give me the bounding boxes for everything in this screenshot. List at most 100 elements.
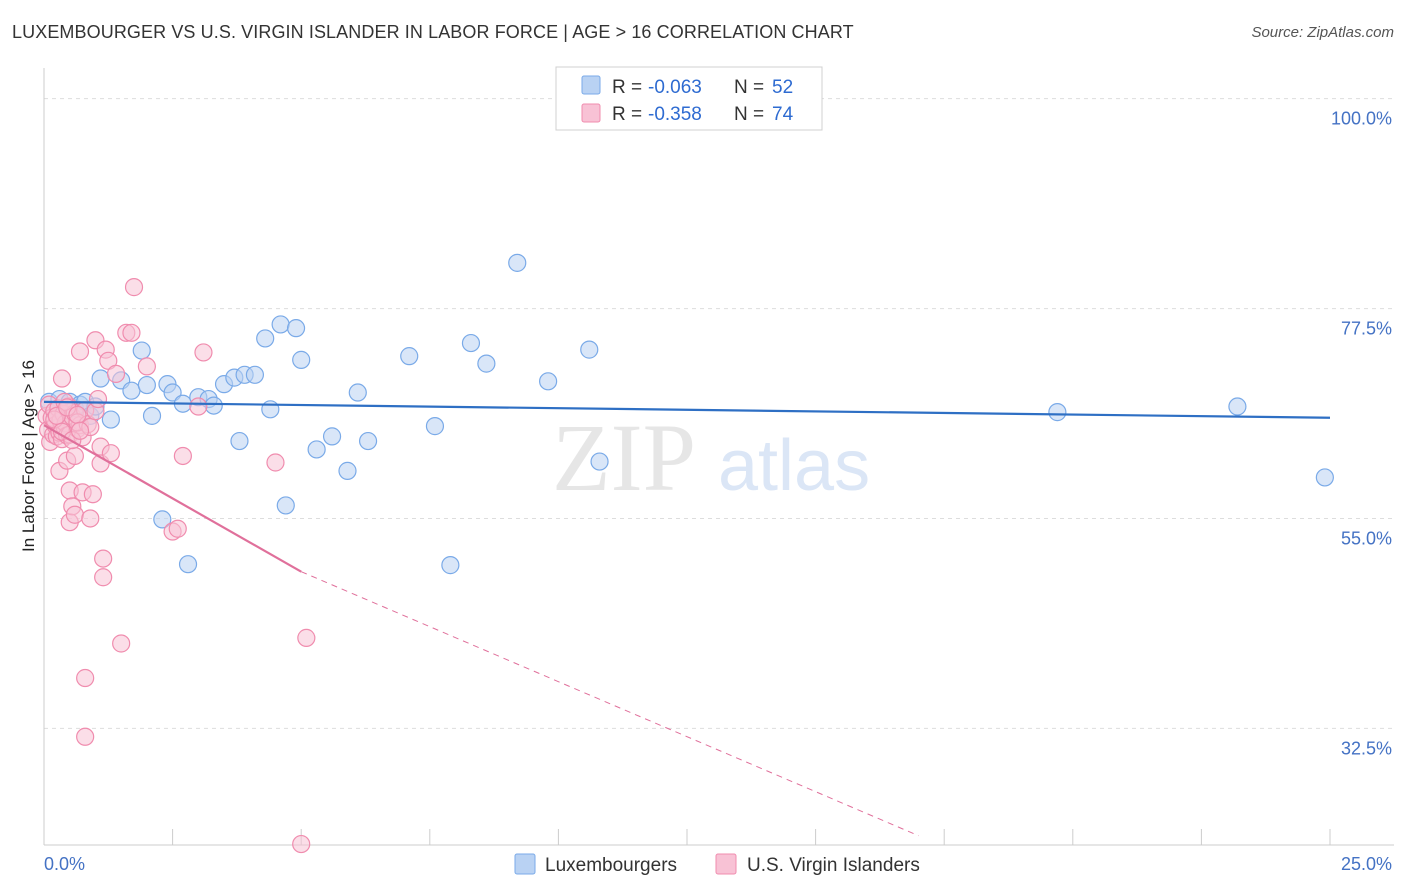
series-luxembourgers-points [40,253,1334,575]
lux-point-21 [178,555,198,574]
legend-r-label-2: R = [612,104,642,125]
lux-point-40 [358,431,378,451]
y-axis-title: In Labor Force | Age > 16 [19,360,38,552]
series-legend: Luxembourgers U.S. Virgin Islanders [514,853,920,876]
source-label: Source: ZipAtlas.com [1251,24,1394,41]
watermark-zip: ZIP [552,404,696,511]
y-tick-labels: 100.0% 77.5% 55.0% 32.5% [1331,109,1392,759]
lux-point-42 [425,417,445,436]
lux-point-36 [307,440,326,459]
lux-point-31 [261,400,280,419]
lux-point-24 [204,396,223,415]
legend-n-label-1: N = [734,77,764,98]
lux-point-38 [338,461,357,480]
usvi-point-45 [88,389,108,409]
lux-point-39 [348,383,367,402]
usvi-point-72 [68,405,87,425]
usvi-point-33 [65,505,84,524]
lux-point-45 [477,354,496,373]
usvi-point-66 [297,628,316,647]
legend-r-value-2: -0.358 [648,104,702,125]
lux-point-10 [91,369,110,388]
lux-point-30 [256,329,275,348]
usvi-point-41 [81,509,100,528]
lux-point-27 [230,431,249,451]
gridlines [44,98,1394,729]
watermark-atlas: atlas [718,426,870,506]
lux-point-17 [153,510,172,529]
lux-point-51 [1228,397,1247,416]
usvi-point-56 [122,323,141,342]
usvi-point-57 [124,278,144,297]
lux-point-46 [508,253,527,272]
lux-point-47 [539,372,558,391]
usvi-point-62 [189,397,208,416]
x-axis-ticks [43,829,1331,845]
y-tick-label-1: 77.5% [1341,319,1392,339]
lux-point-35 [292,350,311,369]
usvi-point-65 [292,834,311,854]
y-tick-label-2: 55.0% [1341,528,1392,548]
legend-n-value-2: 74 [772,104,794,125]
lux-point-19 [163,383,182,402]
y-tick-label-3: 32.5% [1341,738,1392,758]
legend-swatch-luxembourgers-bottom [514,853,536,875]
axes [43,68,1394,846]
usvi-point-61 [173,446,192,466]
chart-title: LUXEMBOURGER VS U.S. VIRGIN ISLANDER IN … [12,22,854,42]
usvi-point-37 [76,668,95,688]
trend-line-luxembourgers [43,400,1331,419]
legend-swatch-luxembourgers [581,75,601,95]
usvi-point-48 [94,549,113,568]
watermark: ZIP atlas [552,404,870,511]
usvi-point-73 [70,421,90,440]
lux-point-34 [286,319,306,338]
lux-point-33 [276,496,295,515]
x-tick-label-min: 0.0% [44,854,85,874]
usvi-point-32 [65,446,84,466]
legend-label-luxembourgers: Luxembourgers [545,855,677,876]
lux-point-49 [590,452,609,471]
legend-swatch-usvi [581,103,601,123]
stats-legend: R = -0.063 N = 52 R = -0.358 N = 74 [555,66,823,131]
usvi-point-38 [76,727,95,746]
legend-label-usvi: U.S. Virgin Islanders [747,855,920,876]
lux-point-37 [322,427,342,446]
usvi-point-64 [266,453,285,472]
usvi-point-53 [106,364,126,383]
lux-point-50 [1048,403,1067,422]
legend-n-value-1: 52 [772,77,793,98]
usvi-point-35 [70,342,90,361]
usvi-point-63 [194,343,213,362]
legend-r-label-1: R = [612,77,642,98]
lux-point-44 [461,333,481,353]
series-usvi-points [37,278,316,854]
x-tick-label-max: 25.0% [1341,854,1392,874]
lux-point-14 [132,341,151,360]
lux-point-52 [1315,468,1334,487]
lux-point-29 [245,365,265,384]
lux-point-32 [271,315,290,334]
trend-line-usvi [43,424,302,573]
lux-point-15 [137,375,156,395]
lux-point-48 [580,340,599,359]
lux-point-41 [400,347,419,366]
usvi-point-58 [137,357,156,376]
usvi-point-52 [101,444,120,463]
usvi-point-60 [168,519,187,538]
usvi-point-54 [112,634,131,653]
usvi-point-42 [83,485,102,504]
lux-point-16 [142,406,162,425]
legend-n-label-2: N = [734,104,764,125]
legend-swatch-usvi-bottom [715,853,737,875]
lux-point-13 [122,381,141,400]
lux-point-43 [441,556,460,575]
y-tick-label-0: 100.0% [1331,109,1392,129]
trend-lines [43,400,1331,837]
lux-point-11 [101,410,120,429]
usvi-point-49 [94,568,113,587]
trend-line-usvi-extrapolated [301,571,919,837]
usvi-point-26 [52,369,72,388]
legend-r-value-1: -0.063 [648,77,702,98]
